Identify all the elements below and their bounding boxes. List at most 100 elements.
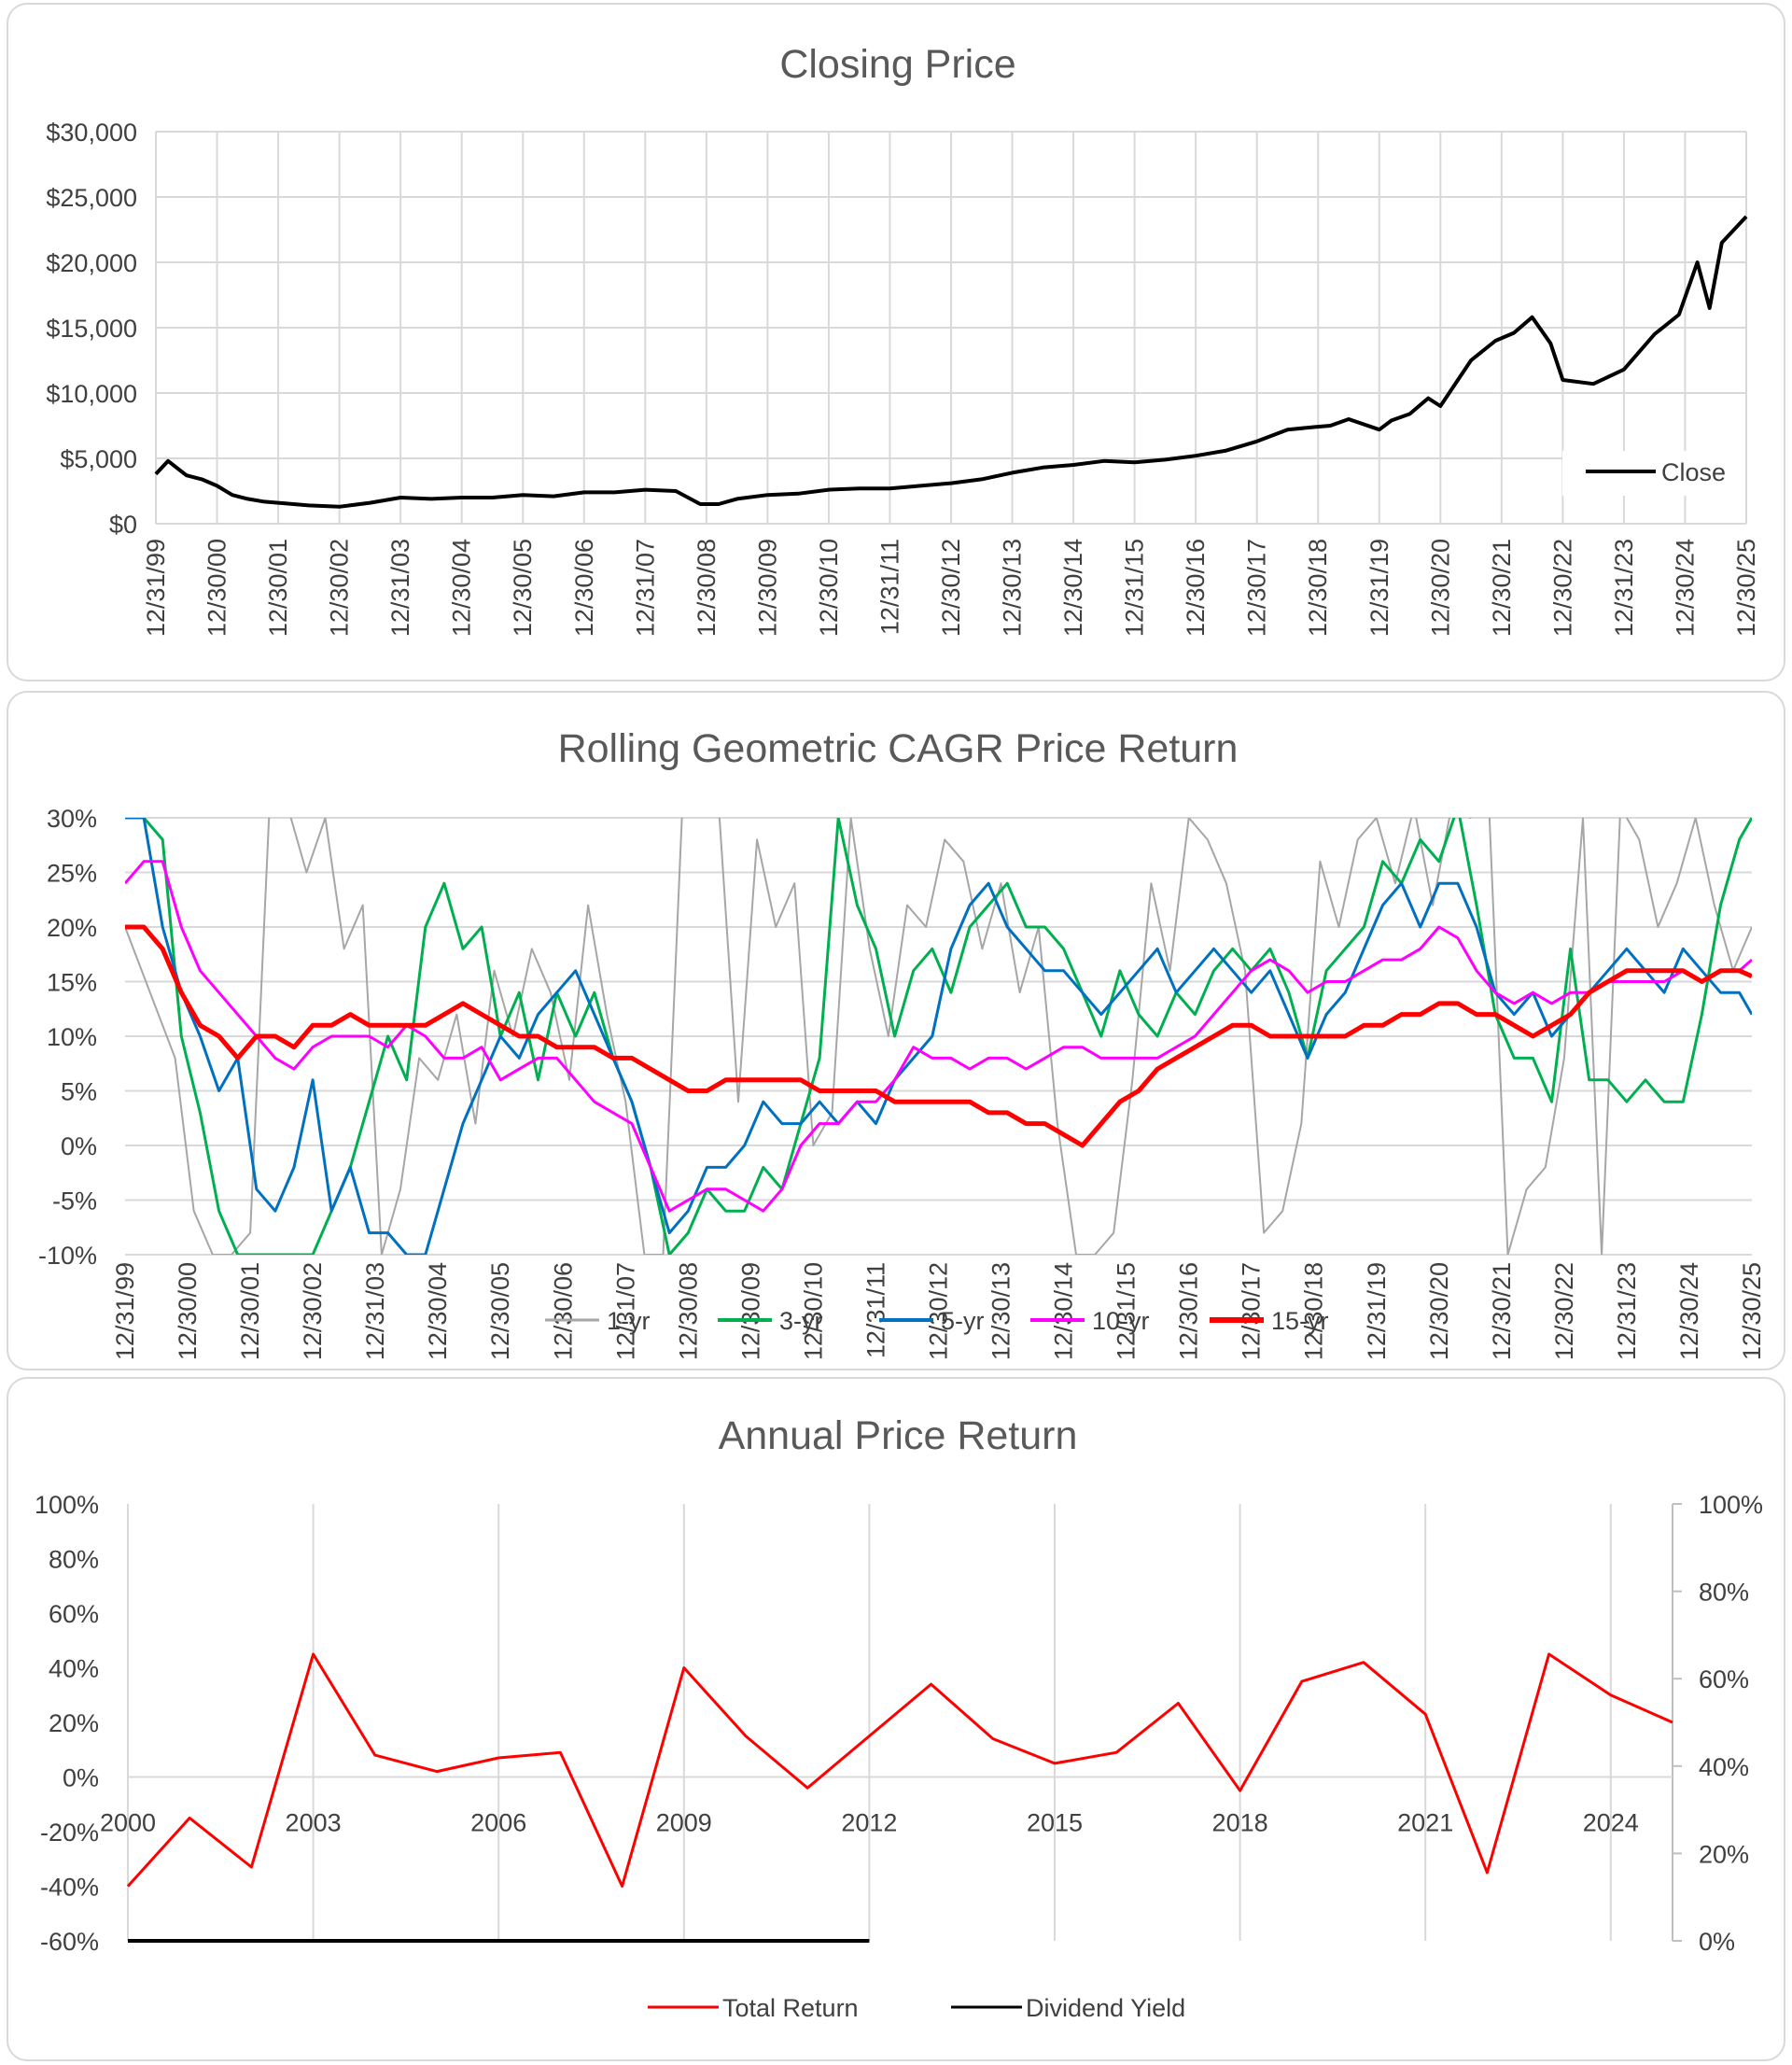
y-tick-label: -40% [40,1874,99,1902]
x-tick-label: 12/30/01 [264,539,292,637]
x-tick-label: 12/30/16 [1182,539,1210,637]
x-tick-label: 12/30/09 [753,539,781,637]
rolling-cagr-chart: Rolling Geometric CAGR Price Return 30% 25… [38,726,1766,1360]
x-tick-label: 12/31/07 [631,539,659,637]
x-tick-label: 12/30/00 [203,539,231,637]
y-tick-label: 5% [61,1078,97,1106]
legend-label-close: Close [1661,458,1726,486]
y-tick-label: $15,000 [46,315,137,343]
x-tick-label: 12/30/22 [1550,1262,1578,1360]
annual-return-panel: Annual Price Return 100% 80% 60% 40% 20% 0% -20… [7,1377,1785,2061]
y-tick-label: $10,000 [46,380,137,408]
x-tick-label: 12/30/06 [570,539,598,637]
legend-label-total-return: Total Return [722,1994,859,2022]
legend-label-1-yr: 1-yr [607,1307,651,1335]
legend-label-3-yr: 3-yr [779,1307,823,1335]
x-tick-label: 12/31/03 [361,1262,389,1360]
y-tick-label: 15% [47,969,97,997]
x-tick-label: 2021 [1397,1809,1453,1837]
legend-label-5-yr: 5-yr [941,1307,985,1335]
x-tick-label: 12/30/21 [1488,1262,1516,1360]
y2-tick-label: 40% [1699,1753,1749,1781]
y-tick-label: 10% [47,1023,97,1051]
y-tick-label: $25,000 [46,184,137,212]
chart-title: Rolling Geometric CAGR Price Return [558,726,1239,771]
y-tick-label: -10% [38,1242,97,1270]
x-tick-label: 12/30/01 [236,1262,264,1360]
y-tick-label: $5,000 [60,445,137,473]
y-tick-label: 25% [47,860,97,888]
x-tick-label: 2012 [841,1809,897,1837]
x-tick-label: 12/31/15 [1121,539,1149,637]
x-tick-label: 12/30/05 [486,1262,514,1360]
x-tick-label: 12/30/22 [1548,539,1576,637]
x-tick-label: 12/30/02 [299,1262,327,1360]
x-tick-label: 12/30/04 [424,1262,452,1360]
y-tick-label: $20,000 [46,249,137,277]
x-tick-label: 12/30/06 [549,1262,577,1360]
y2-tick-label: 60% [1699,1665,1749,1693]
y-tick-label: 20% [47,914,97,942]
x-tick-label: 12/30/17 [1238,1262,1266,1360]
x-tick-label: 12/30/20 [1426,539,1454,637]
y-tick-label: 0% [63,1764,99,1792]
x-tick-label: 2018 [1212,1809,1268,1837]
x-tick-label: 12/31/11 [875,539,903,635]
x-tick-label: 12/30/08 [674,1262,702,1360]
series-line-5-yr [125,818,1752,1255]
y-tick-label: -60% [40,1928,99,1956]
x-tick-label: 12/30/12 [937,539,965,637]
x-tick-label: 12/30/09 [736,1262,764,1360]
y-tick-label: $30,000 [46,119,137,147]
x-tick-label: 2006 [470,1809,526,1837]
y-tick-label: $0 [109,511,137,539]
x-tick-label: 12/31/07 [611,1262,639,1360]
closing-price-chart: Closing Price $30,000 $25,000 $20,000 $15,00… [46,42,1760,637]
x-tick-label: 12/31/19 [1363,1262,1391,1360]
y-tick-label: 40% [49,1655,99,1683]
y-tick-label: -20% [40,1819,99,1847]
x-tick-label: 12/31/99 [111,1262,139,1360]
x-tick-label: 12/30/18 [1304,539,1332,637]
y-tick-label: 60% [49,1600,99,1628]
x-tick-label: 12/31/11 [861,1262,889,1358]
x-tick-label: 12/30/10 [815,539,843,637]
x-tick-label: 2024 [1583,1809,1639,1837]
rolling-cagr-panel: Rolling Geometric CAGR Price Return 30% 25… [7,691,1785,1370]
y2-tick-label: 0% [1699,1928,1735,1956]
y-tick-label: 20% [49,1709,99,1737]
x-tick-label: 12/30/25 [1738,1262,1766,1360]
x-tick-label: 12/31/03 [386,539,414,637]
y2-tick-label: 100% [1699,1491,1763,1519]
series-line-1-yr [125,818,1752,1255]
series-line-10-yr [125,860,1752,1213]
y2-tick-label: 20% [1699,1840,1749,1868]
x-tick-label: 12/30/05 [509,539,537,637]
x-tick-label: 12/30/14 [1050,1262,1078,1360]
x-tick-label: 12/30/21 [1488,539,1516,637]
x-tick-label: 2003 [286,1809,342,1837]
x-tick-label: 12/30/08 [693,539,721,637]
annual-return-chart: Annual Price Return 100% 80% 60% 40% 20% 0% -20… [35,1413,1763,2022]
y-tick-label: -5% [52,1187,97,1215]
x-tick-label: 12/30/13 [999,539,1027,637]
legend-label-dividend-yield: Dividend Yield [1026,1994,1185,2022]
y-tick-label: 100% [35,1491,99,1519]
x-tick-label: 12/30/13 [987,1262,1015,1360]
x-tick-label: 12/30/25 [1732,539,1760,637]
y-tick-label: 80% [49,1546,99,1574]
closing-price-panel: Closing Price $30,000 $25,000 $20,000 $15,00… [7,3,1785,681]
legend-label-10-yr: 10-yr [1092,1307,1150,1335]
x-tick-label: 12/30/18 [1300,1262,1328,1360]
x-tick-label: 12/30/02 [326,539,354,637]
y-tick-label: 30% [47,805,97,833]
x-tick-label: 12/31/23 [1613,1262,1641,1360]
chart-title: Closing Price [779,42,1015,87]
x-tick-label: 12/31/99 [142,539,170,637]
x-tick-label: 2000 [100,1809,156,1837]
x-tick-label: 12/30/20 [1425,1262,1453,1360]
x-tick-label: 12/30/12 [925,1262,953,1360]
x-tick-label: 12/30/16 [1175,1262,1203,1360]
chart-title: Annual Price Return [719,1413,1078,1458]
y2-tick-label: 80% [1699,1579,1749,1607]
